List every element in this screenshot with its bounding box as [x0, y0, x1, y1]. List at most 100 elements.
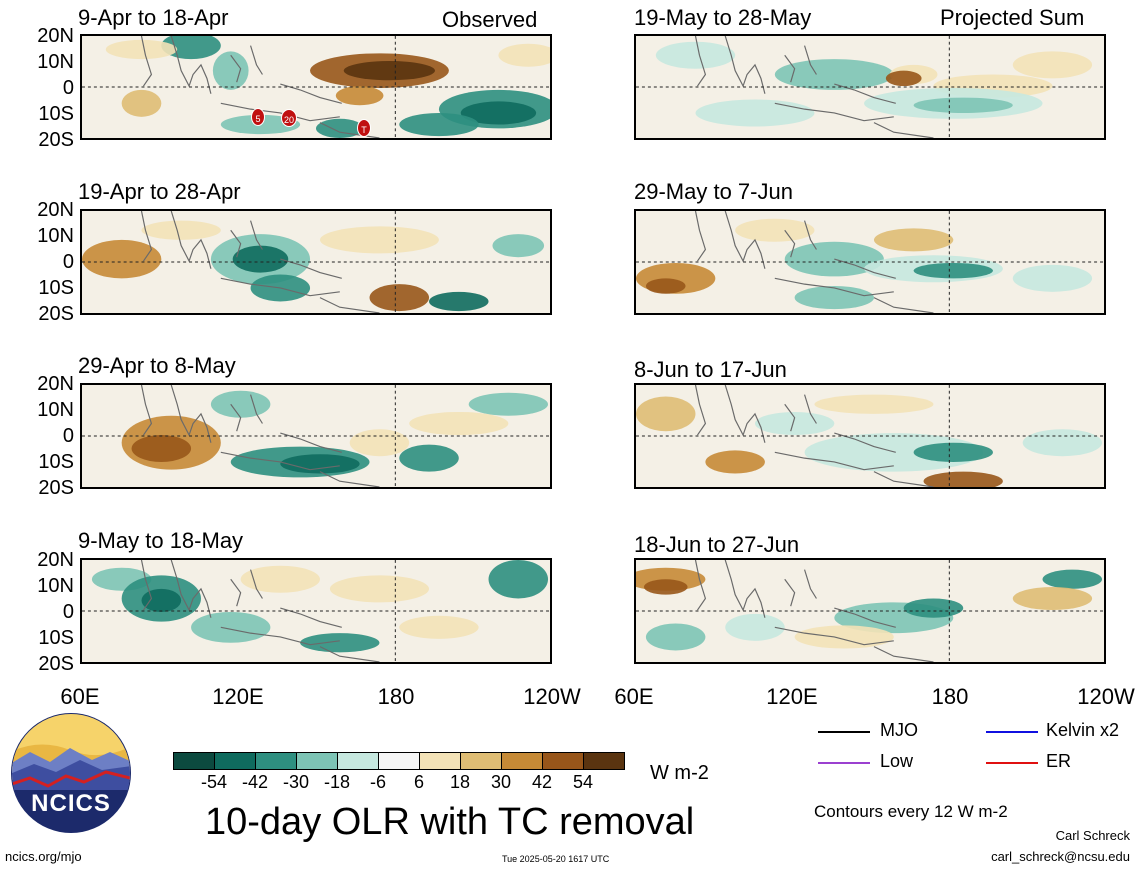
olr-anomaly-blob [212, 51, 249, 90]
panel-title-right-4: 18-Jun to 27-Jun [634, 532, 800, 557]
x-tick: 120W [523, 684, 581, 709]
coastline [140, 385, 380, 487]
olr-field [82, 385, 550, 487]
colorbar-box [255, 752, 297, 770]
colorbar-box [460, 752, 502, 770]
colorbar-box [583, 752, 625, 770]
olr-anomaly-blob [460, 101, 537, 125]
y-tick: 10S [38, 451, 74, 473]
panel-title-left-2: 19-Apr to 28-Apr [78, 179, 241, 204]
coastline [694, 560, 934, 662]
olr-anomaly-blob [335, 86, 384, 106]
y-tick: 10N [37, 399, 74, 421]
colorbar-label: -18 [323, 772, 351, 792]
olr-anomaly-blob [369, 284, 430, 312]
olr-anomaly-blob [774, 59, 894, 90]
colorbar-label: -42 [241, 772, 269, 792]
olr-anomaly-blob [210, 390, 271, 418]
olr-anomaly-blob [1022, 429, 1103, 457]
x-tick: 60E [60, 684, 100, 709]
ncics-logo-graphic [11, 713, 131, 833]
colorbar-units: W m-2 [650, 762, 709, 784]
olr-anomaly-blob [814, 394, 934, 414]
olr-anomaly-blob [488, 560, 549, 599]
panel-title-left-3: 29-Apr to 8-May [78, 353, 236, 378]
y-tick: 20N [37, 373, 74, 395]
coastline [140, 36, 380, 138]
olr-anomaly-blob [349, 429, 410, 457]
map-panel-right-2 [634, 209, 1106, 315]
olr-anomaly-blob [923, 471, 1003, 487]
tc-marker-label: T [361, 125, 367, 135]
legend-label-mjo: MJO [880, 720, 918, 740]
website-link[interactable]: ncics.org/mjo [5, 849, 82, 864]
tc-marker: 20 [281, 109, 297, 127]
projected-sum-label: Projected Sum [940, 5, 1085, 30]
olr-anomaly-blob [319, 226, 439, 254]
colorbar-box [419, 752, 461, 770]
olr-anomaly-blob [409, 411, 509, 436]
olr-anomaly-blob [399, 444, 459, 472]
map-panel-right-1 [634, 34, 1106, 140]
legend-line-er [986, 762, 1038, 764]
olr-anomaly-blob [141, 588, 182, 612]
legend-line-mjo [818, 731, 870, 733]
coastline [694, 211, 934, 313]
x-tick: 120E [212, 684, 264, 709]
coastline [694, 36, 934, 138]
x-tick: 180 [931, 684, 969, 709]
olr-anomaly-blob [913, 262, 993, 279]
tc-marker-label: 20 [283, 115, 294, 125]
colorbar: -54 -42 -30 -18 -6 6 18 30 42 54 [173, 752, 625, 792]
olr-anomaly-blob [105, 39, 178, 60]
legend-label-kelvin: Kelvin x2 [1046, 720, 1120, 740]
y-tick: 10N [37, 575, 74, 597]
olr-anomaly-blob [191, 611, 271, 643]
y-tick: 10N [37, 225, 74, 247]
colorbar-label: -54 [200, 772, 228, 792]
colorbar-label: 42 [531, 772, 553, 792]
olr-anomaly-blob [636, 396, 696, 432]
map-panel-left-3 [80, 383, 552, 489]
panel-title-right-1: 19-May to 28-May [634, 5, 812, 30]
olr-anomaly-blob [1012, 586, 1093, 611]
olr-field [82, 560, 550, 662]
olr-anomaly-blob [280, 454, 360, 474]
olr-anomaly-blob [82, 239, 162, 279]
olr-anomaly-blob [329, 575, 430, 603]
y-tick: 20S [38, 477, 74, 499]
colorbar-box [214, 752, 256, 770]
olr-anomaly-blob [705, 450, 765, 474]
olr-anomaly-blob [643, 579, 688, 595]
olr-anomaly-blob [645, 623, 706, 651]
tc-marker: 5 [251, 108, 265, 126]
ncics-logo: NCICS [10, 712, 132, 834]
contour-note: Contours every 12 W m-2 [814, 802, 1008, 821]
olr-anomaly-blob [131, 435, 192, 462]
legend-label-low: Low [880, 751, 914, 771]
coastline [140, 211, 380, 313]
olr-anomaly-blob [141, 220, 221, 240]
x-tick: 180 [377, 684, 415, 709]
y-tick: 10S [38, 627, 74, 649]
observed-label: Observed [442, 7, 538, 32]
olr-anomaly-blob [695, 99, 815, 127]
olr-anomaly-blob [1012, 51, 1093, 79]
colorbar-box [542, 752, 584, 770]
olr-anomaly-blob [873, 228, 954, 252]
tc-marker-label: 5 [255, 114, 261, 124]
olr-anomaly-blob [232, 245, 289, 273]
olr-field [636, 385, 1104, 487]
panel-title-left-4: 9-May to 18-May [78, 528, 244, 553]
panel-title-right-3: 8-Jun to 17-Jun [634, 357, 787, 382]
colorbar-label: -30 [282, 772, 310, 792]
legend-line-low [818, 762, 870, 764]
olr-anomaly-blob [498, 43, 550, 67]
olr-anomaly-blob [429, 291, 489, 312]
y-tick: 20N [37, 25, 74, 47]
author-email[interactable]: carl_schreck@ncsu.edu [991, 849, 1130, 864]
map-panel-left-1 [80, 34, 552, 140]
y-tick: 10S [38, 277, 74, 299]
olr-anomaly-blob [1012, 264, 1093, 292]
map-panel-left-2 [80, 209, 552, 315]
